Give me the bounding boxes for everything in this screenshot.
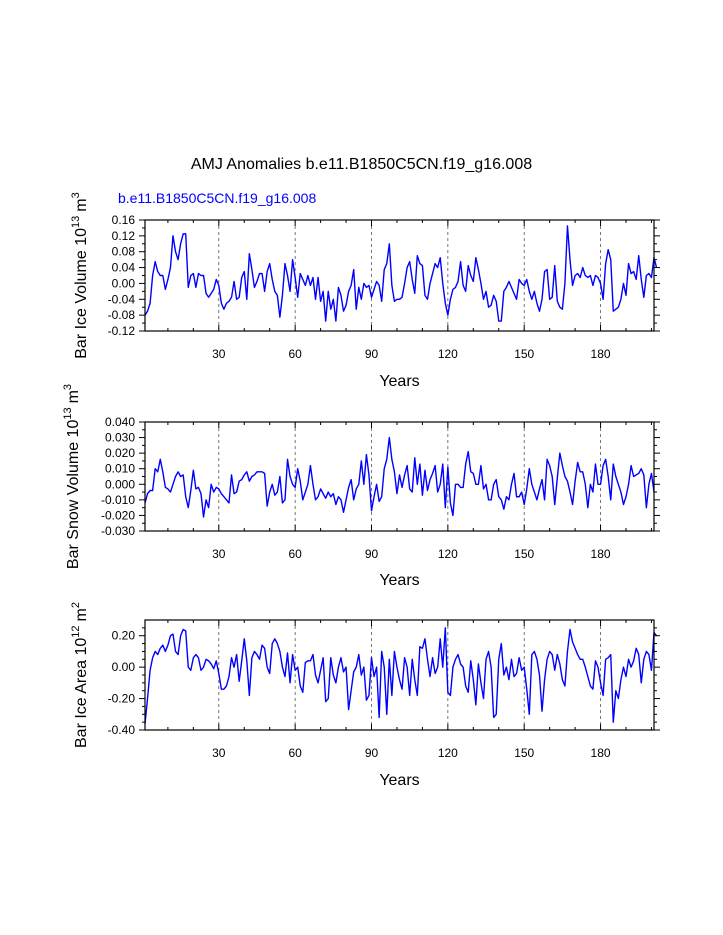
y-axis-label-unit-exponent: 3	[62, 384, 74, 390]
chart-panel-1: 30 60 90 120 150 180 -0.12 -0.08 -0.04 0.000.04 0.…	[70, 192, 660, 390]
y-axis-label-exponent: 12	[70, 625, 82, 637]
y-tick-label: 0.12	[112, 229, 136, 243]
x-tick-label: 150	[514, 746, 534, 760]
y-tick-label: -0.010	[101, 493, 135, 507]
x-tick-label: 150	[514, 547, 534, 561]
y-tick-label: -0.12	[108, 324, 136, 338]
plot-frame	[144, 219, 655, 332]
y-tick-label: -0.20	[108, 692, 136, 706]
y-tick-label: 0.030	[105, 431, 135, 445]
y-axis-label-main: Bar Snow Volume 10	[65, 420, 82, 570]
x-axis-label: Years	[379, 772, 419, 789]
y-tick-label: 0.00	[112, 276, 136, 290]
chart-panel-2: 30 60 90 120 150 180-0.030-0.020-0.0100.0000.…	[62, 384, 660, 589]
x-tick-label: 120	[438, 547, 458, 561]
y-axis-label: Bar Snow Volume 1013 m3	[62, 384, 82, 569]
y-tick-label: 0.20	[112, 629, 136, 643]
y-tick-label: 0.04	[112, 261, 136, 275]
y-axis-label-exponent: 13	[70, 216, 82, 228]
x-tick-label: 30	[212, 746, 226, 760]
data-series-line	[144, 436, 655, 518]
x-axis-label: Years	[379, 373, 419, 390]
y-tick-label: 0.08	[112, 245, 136, 259]
y-tick-label: -0.030	[101, 524, 135, 538]
data-series-line	[144, 225, 658, 322]
y-axis-label-exponent: 13	[62, 407, 74, 419]
y-tick-label: -0.020	[101, 508, 135, 522]
x-tick-label: 120	[438, 746, 458, 760]
y-axis-label-unit: m	[73, 608, 90, 621]
y-tick-label: -0.40	[108, 723, 136, 737]
y-axis-label-main: Bar Ice Volume 10	[73, 228, 90, 359]
plot-frame	[144, 619, 655, 731]
y-tick-label: -0.04	[108, 292, 136, 306]
y-axis-label-main: Bar Ice Area 10	[73, 638, 90, 748]
x-tick-label: 90	[365, 347, 379, 361]
x-tick-label: 60	[288, 347, 302, 361]
figure-title: AMJ Anomalies b.e11.B1850C5CN.f19_g16.00…	[190, 156, 533, 173]
y-axis-label-unit: m	[73, 198, 90, 211]
x-tick-label: 180	[591, 746, 611, 760]
x-tick-label: 90	[365, 746, 379, 760]
y-tick-label: 0.00	[112, 660, 136, 674]
x-tick-label: 60	[288, 547, 302, 561]
x-tick-label: 90	[365, 547, 379, 561]
y-tick-label: 0.040	[105, 415, 135, 429]
chart-panel-3: 30 60 90 120 150 180 -0.40 -0.20 0.00 0.20 Years Ba…	[70, 602, 660, 789]
y-axis-label: Bar Ice Volume 1013 m3	[70, 192, 90, 358]
y-axis-label: Bar Ice Area 1012 m2	[70, 602, 90, 748]
x-tick-label: 60	[288, 746, 302, 760]
x-axis-label: Years	[379, 572, 419, 589]
x-tick-label: 120	[438, 347, 458, 361]
y-tick-label: 0.020	[105, 446, 135, 460]
y-axis-label-unit-exponent: 2	[70, 602, 82, 608]
x-tick-label: 180	[591, 347, 611, 361]
x-tick-label: 180	[591, 547, 611, 561]
y-tick-label: 0.000	[105, 477, 135, 491]
x-tick-label: 30	[212, 547, 226, 561]
y-axis-label-unit: m	[65, 390, 82, 403]
x-tick-label: 30	[212, 347, 226, 361]
y-axis-label-unit-exponent: 3	[70, 192, 82, 198]
figure-subtitle: b.e11.B1850C5CN.f19_g16.008	[118, 190, 317, 206]
y-tick-label: 0.010	[105, 462, 135, 476]
x-tick-label: 150	[514, 347, 534, 361]
y-tick-label: 0.16	[112, 213, 136, 227]
data-series-line	[144, 627, 658, 724]
y-tick-label: -0.08	[108, 308, 136, 322]
